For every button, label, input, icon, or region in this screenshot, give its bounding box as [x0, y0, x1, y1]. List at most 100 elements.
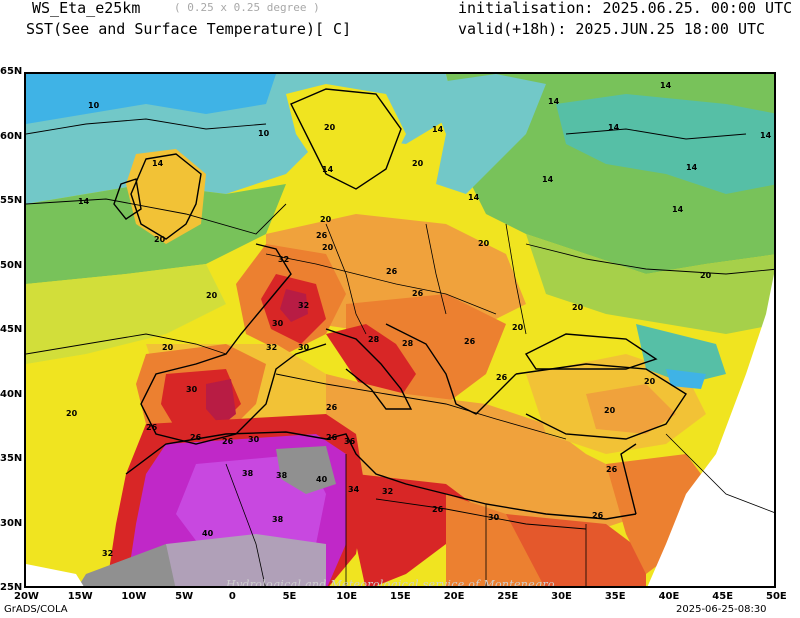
contour-label: 14: [686, 163, 698, 172]
contour-label: 20: [700, 271, 712, 280]
band-iberia-core: [206, 379, 236, 426]
footer-left: GrADS/COLA: [4, 604, 68, 615]
borders: [225, 223, 774, 586]
contour-label: 38: [272, 515, 284, 524]
contour-label: 30: [186, 385, 198, 394]
band-north-coldest: [26, 74, 276, 124]
band-italy: [326, 324, 416, 404]
contour-label: 30: [248, 435, 260, 444]
coast-levant: [620, 443, 637, 515]
border-d: [505, 223, 527, 335]
contour-label: 40: [202, 529, 214, 538]
contour-label: 28: [368, 335, 380, 344]
lon-label: 10E: [336, 591, 358, 602]
contour-label: 14: [548, 97, 560, 106]
band-sahara-gray-sw: [78, 544, 176, 586]
lon-label: 25E: [497, 591, 519, 602]
lon-label: 40E: [658, 591, 680, 602]
border-e: [225, 463, 266, 586]
lat-label: 30N: [0, 517, 23, 529]
isotherm-26-africa: [375, 498, 587, 530]
contour-label: 32: [298, 301, 309, 310]
contour-label: 20: [320, 215, 332, 224]
contour-label: 34: [348, 485, 360, 494]
lon-label: 5W: [175, 591, 194, 602]
contour-label: 38: [242, 469, 254, 478]
contour-label: 26: [190, 433, 202, 442]
contour-label: 14: [152, 159, 164, 168]
lon-label: 30E: [551, 591, 572, 602]
coast-scandinavia: [290, 88, 402, 190]
contour-label: 30: [298, 343, 310, 352]
lon-label: 15W: [67, 591, 93, 602]
contour-label: 26: [146, 423, 158, 432]
contour-label: 28: [402, 339, 414, 348]
isotherm-14-east: [565, 128, 747, 140]
contour-label: 26: [592, 511, 604, 520]
contour-label: 14: [608, 123, 620, 132]
band-sahara-gray: [276, 446, 336, 494]
band-uk: [126, 149, 206, 244]
contour-label: 30: [488, 513, 500, 522]
lon-label: 35E: [604, 591, 626, 602]
lon-label: 20W: [14, 591, 39, 602]
lon-label: 5E: [282, 591, 297, 602]
coastlines: [113, 88, 687, 520]
contour-label: 38: [276, 471, 288, 480]
coast-balkans: [385, 323, 517, 415]
watermark-text: Hydrological and Meteorological service …: [225, 578, 555, 588]
lat-label: 65N: [0, 66, 23, 77]
border-a: [265, 253, 497, 315]
contour-label: 20: [154, 235, 166, 244]
contour-label: 20: [604, 406, 616, 415]
contour-label: 20: [572, 303, 584, 312]
contour-label: 14: [760, 131, 772, 140]
contour-label: 20: [644, 377, 656, 386]
isotherm-20-east: [525, 243, 774, 275]
coast-turkey: [515, 363, 687, 440]
lat-label: 60N: [0, 130, 23, 142]
contour-label: 14: [468, 193, 480, 202]
contour-label: 10: [258, 129, 270, 138]
coast-europe-west: [140, 243, 327, 445]
sst-map: 10 10 14 14 14 14 14 14 14 14 14 14 14 14 20 20 20 20 20 20…: [24, 72, 776, 588]
band-middle-east: [606, 454, 716, 574]
isotherm-10: [26, 118, 267, 135]
contour-label: 20: [412, 159, 424, 168]
contour-label: 32: [266, 343, 277, 352]
contour-label: 20: [322, 243, 334, 252]
map-canvas: 10 10 14 14 14 14 14 14 14 14 14 14 14 14 20 20 20 20 20 20…: [26, 74, 774, 588]
variable-title: SST(See and Surface Temperature)[ C]: [26, 20, 352, 38]
band-atlantic-warm: [26, 264, 226, 364]
contour-label: 30: [272, 319, 284, 328]
contour-label: 26: [326, 403, 338, 412]
lat-label: 35N: [0, 453, 23, 464]
model-name: WS_Eta_e25km: [32, 0, 141, 17]
contour-label: 26: [326, 433, 338, 442]
contour-label: 10: [88, 101, 100, 110]
band-caspian-blue: [666, 369, 706, 389]
border-i: [665, 433, 774, 513]
isotherm-26-med: [275, 373, 567, 440]
contour-label: 26: [606, 465, 618, 474]
footer-right: 2025-06-25-08:30: [676, 604, 767, 615]
lat-label: 55N: [0, 195, 23, 206]
contour-label: 26: [412, 289, 424, 298]
lat-label: 25N: [0, 582, 23, 593]
contour-label: 20: [66, 409, 78, 418]
contour-label: 26: [222, 437, 234, 446]
isotherm-20-west: [26, 333, 227, 355]
contour-label: 20: [162, 343, 174, 352]
isotherm-14: [26, 198, 287, 235]
contour-label: 20: [324, 123, 336, 132]
contour-label: 14: [660, 81, 672, 90]
contour-label: 26: [316, 231, 328, 240]
band-scandinavia: [286, 84, 406, 194]
lat-label: 40N: [0, 388, 23, 400]
contour-label: 14: [322, 165, 334, 174]
lon-label: 0: [228, 591, 236, 602]
contour-label: 26: [464, 337, 476, 346]
no-data-sw: [26, 564, 84, 586]
valid-time: valid(+18h): 2025.JUN.25 18:00 UTC: [458, 20, 766, 38]
lon-label: 10W: [121, 591, 147, 602]
